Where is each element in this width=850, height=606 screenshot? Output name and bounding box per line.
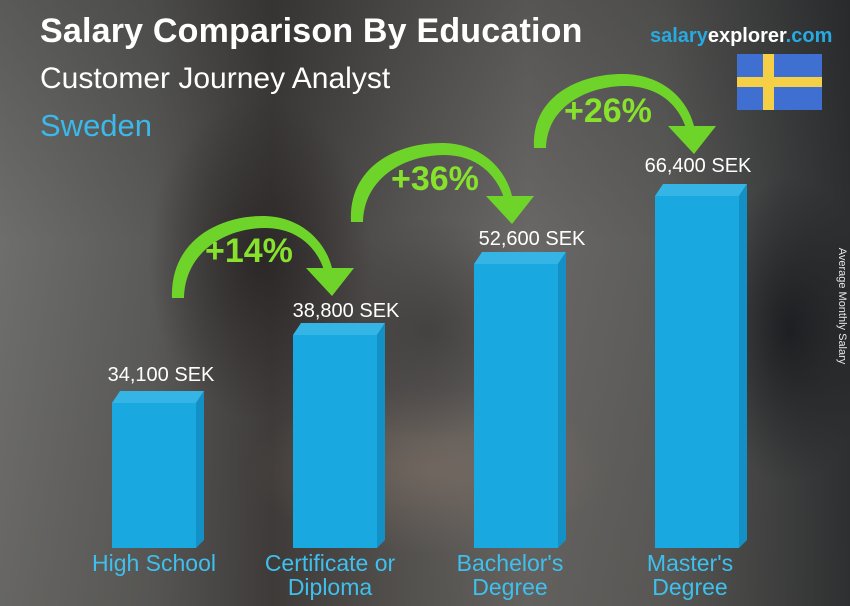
bar-top-face — [655, 184, 747, 196]
bar-top-face — [112, 391, 204, 403]
chart-title: Salary Comparison By Education — [40, 12, 583, 50]
increase-label-1: +14% — [205, 232, 293, 270]
category-label-certificate: Certificate or Diploma — [250, 551, 410, 599]
category-line-2: Degree — [652, 574, 728, 600]
brand-part-explorer: explorer — [707, 25, 786, 47]
bar-side-face — [739, 184, 747, 548]
bar-high-school — [112, 391, 204, 548]
brand-part-com: .com — [785, 25, 833, 47]
category-line-2: Degree — [472, 574, 548, 600]
bar-front-face — [293, 335, 377, 548]
sweden-flag-icon — [737, 54, 822, 110]
flag-cross-horizontal — [737, 77, 822, 87]
category-line-1: Master's — [646, 550, 734, 576]
bar-side-face — [558, 252, 566, 548]
category-line-1: Certificate or — [264, 550, 396, 576]
bar-top-face — [293, 323, 385, 335]
job-title: Customer Journey Analyst — [40, 62, 391, 95]
bar-bachelors-degree — [474, 252, 566, 548]
value-label-certificate: 38,800 SEK — [292, 300, 400, 322]
category-label-bachelors: Bachelor's Degree — [430, 551, 590, 599]
bar-top-face — [474, 252, 566, 264]
bar-front-face — [655, 196, 739, 548]
increase-arrow-icon-1 — [171, 215, 354, 298]
bar-front-face — [112, 403, 196, 548]
brand-part-salary: salary — [650, 25, 708, 47]
bar-certificate-diploma — [293, 323, 385, 548]
increase-label-2: +36% — [391, 160, 479, 198]
value-label-high-school: 34,100 SEK — [107, 364, 215, 386]
bar-side-face — [377, 323, 385, 548]
value-label-bachelors: 52,600 SEK — [478, 228, 586, 250]
increase-arrow-icon-3 — [533, 73, 716, 154]
bar-masters-degree — [655, 184, 747, 548]
bar-front-face — [474, 264, 558, 548]
country-name: Sweden — [40, 108, 153, 143]
category-line-2: Diploma — [287, 574, 373, 600]
brand-logo[interactable]: salaryexplorer.com — [650, 25, 832, 48]
category-line-1: Bachelor's — [456, 550, 564, 576]
category-label-high-school: High School — [74, 551, 234, 575]
category-line-1: High School — [91, 550, 217, 576]
bar-side-face — [196, 391, 204, 548]
increase-label-3: +26% — [564, 92, 652, 130]
increase-arrow-icon-2 — [350, 142, 534, 224]
value-label-masters: 66,400 SEK — [644, 155, 752, 177]
category-label-masters: Master's Degree — [610, 551, 770, 599]
